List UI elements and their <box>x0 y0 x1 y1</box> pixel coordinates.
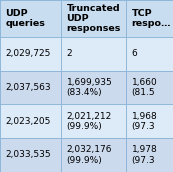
Bar <box>61 37 126 71</box>
Text: 2,032,176
(99.9%): 2,032,176 (99.9%) <box>67 145 112 165</box>
Text: Truncated
UDP
responses: Truncated UDP responses <box>67 4 121 33</box>
Text: 2,021,212
(99.9%): 2,021,212 (99.9%) <box>67 112 112 131</box>
Bar <box>126 138 173 172</box>
Text: 2,029,725: 2,029,725 <box>5 49 51 58</box>
Bar <box>61 0 126 37</box>
Text: 2,023,205: 2,023,205 <box>5 117 51 126</box>
Bar <box>126 71 173 104</box>
Text: 2: 2 <box>67 49 72 58</box>
Text: 6: 6 <box>131 49 137 58</box>
Bar <box>0 37 61 71</box>
Text: 1,978
(97.3: 1,978 (97.3 <box>131 145 157 165</box>
Bar <box>61 71 126 104</box>
Bar <box>61 104 126 138</box>
Bar <box>0 104 61 138</box>
Text: TCP
respo…: TCP respo… <box>131 9 171 28</box>
Text: 1,968
(97.3: 1,968 (97.3 <box>131 112 157 131</box>
Text: UDP
queries: UDP queries <box>5 9 45 28</box>
Text: 1,699,935
(83.4%): 1,699,935 (83.4%) <box>67 78 112 97</box>
Text: 2,037,563: 2,037,563 <box>5 83 51 92</box>
Bar <box>126 0 173 37</box>
Text: 2,033,535: 2,033,535 <box>5 150 51 159</box>
Bar <box>0 0 61 37</box>
Text: 1,660
(81.5: 1,660 (81.5 <box>131 78 157 97</box>
Bar <box>0 71 61 104</box>
Bar <box>61 138 126 172</box>
Bar <box>0 138 61 172</box>
Bar <box>126 37 173 71</box>
Bar <box>126 104 173 138</box>
